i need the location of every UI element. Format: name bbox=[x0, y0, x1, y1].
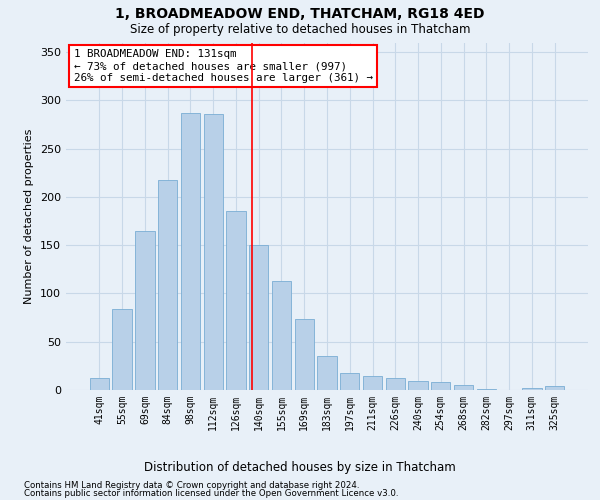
Bar bbox=[454, 385, 473, 390]
Text: Distribution of detached houses by size in Thatcham: Distribution of detached houses by size … bbox=[144, 461, 456, 474]
Bar bbox=[112, 309, 132, 390]
Bar bbox=[476, 389, 496, 390]
Bar bbox=[363, 376, 382, 390]
Bar bbox=[272, 281, 291, 390]
Bar bbox=[295, 318, 314, 390]
Bar bbox=[249, 245, 268, 390]
Text: 1 BROADMEADOW END: 131sqm
← 73% of detached houses are smaller (997)
26% of semi: 1 BROADMEADOW END: 131sqm ← 73% of detac… bbox=[74, 50, 373, 82]
Text: Contains HM Land Registry data © Crown copyright and database right 2024.: Contains HM Land Registry data © Crown c… bbox=[24, 481, 359, 490]
Bar bbox=[203, 114, 223, 390]
Bar bbox=[317, 356, 337, 390]
Bar bbox=[158, 180, 178, 390]
Text: Contains public sector information licensed under the Open Government Licence v3: Contains public sector information licen… bbox=[24, 489, 398, 498]
Text: 1, BROADMEADOW END, THATCHAM, RG18 4ED: 1, BROADMEADOW END, THATCHAM, RG18 4ED bbox=[115, 8, 485, 22]
Bar bbox=[90, 378, 109, 390]
Y-axis label: Number of detached properties: Number of detached properties bbox=[25, 128, 34, 304]
Bar bbox=[522, 388, 542, 390]
Bar bbox=[340, 372, 359, 390]
Bar bbox=[386, 378, 405, 390]
Bar bbox=[181, 113, 200, 390]
Bar bbox=[545, 386, 564, 390]
Text: Size of property relative to detached houses in Thatcham: Size of property relative to detached ho… bbox=[130, 22, 470, 36]
Bar bbox=[226, 212, 245, 390]
Bar bbox=[431, 382, 451, 390]
Bar bbox=[409, 382, 428, 390]
Bar bbox=[135, 230, 155, 390]
